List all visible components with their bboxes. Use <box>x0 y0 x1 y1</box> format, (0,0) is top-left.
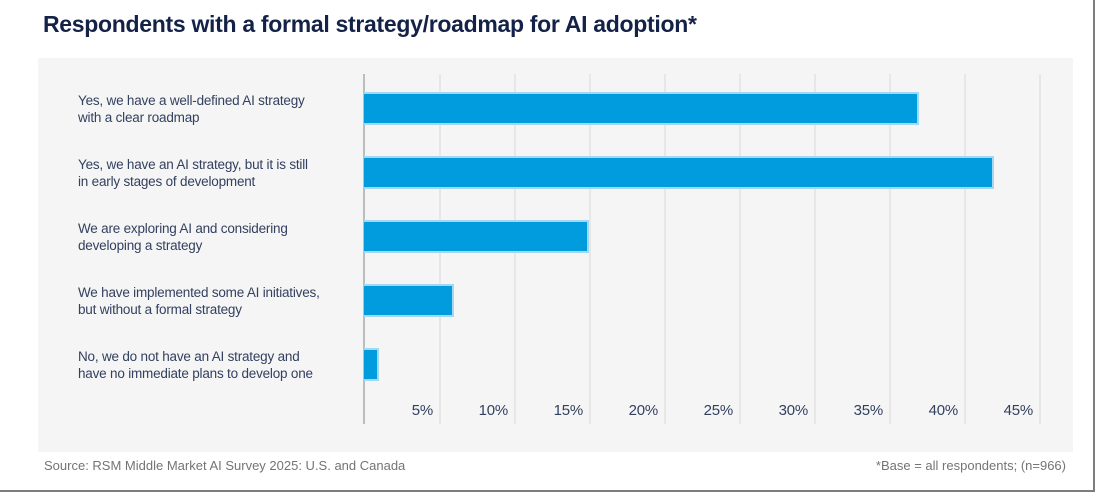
gridline <box>739 74 741 424</box>
gridline <box>814 74 816 424</box>
bar <box>364 156 994 189</box>
category-label: Yes, we have a well-defined AI strategy … <box>78 92 305 125</box>
source-note: Source: RSM Middle Market AI Survey 2025… <box>44 458 406 473</box>
gridline <box>664 74 666 424</box>
chart-panel: 5% 10% 15% 20% 25% 30% 35% 40% 45% Yes, we have a… <box>38 58 1073 452</box>
gridline <box>964 74 966 424</box>
x-tick-label: 10% <box>478 402 509 419</box>
gridline <box>589 74 591 424</box>
category-label: We have implemented some AI initiatives,… <box>78 284 320 317</box>
x-tick-label: 45% <box>1003 402 1034 419</box>
x-tick-label: 5% <box>411 402 433 419</box>
x-tick-label: 30% <box>778 402 809 419</box>
bar <box>364 348 379 381</box>
bar <box>364 284 454 317</box>
bar <box>364 92 919 125</box>
x-tick-label: 20% <box>628 402 659 419</box>
category-label: We are exploring AI and considering deve… <box>78 220 288 253</box>
base-note: *Base = all respondents; (n=966) <box>875 458 1066 473</box>
x-tick-label: 25% <box>703 402 734 419</box>
bar <box>364 220 589 253</box>
x-tick-label: 15% <box>553 402 584 419</box>
gridline <box>889 74 891 424</box>
frame-bottom-rule <box>0 490 1095 492</box>
category-label: Yes, we have an AI strategy, but it is s… <box>78 156 308 189</box>
category-label: No, we do not have an AI strategy and ha… <box>78 348 313 381</box>
chart-footer: Source: RSM Middle Market AI Survey 2025… <box>44 458 1066 473</box>
frame-right-rule <box>1093 0 1095 491</box>
page-title: Respondents with a formal strategy/roadm… <box>43 11 697 37</box>
gridline <box>1039 74 1041 424</box>
x-tick-label: 40% <box>928 402 959 419</box>
x-tick-label: 35% <box>853 402 884 419</box>
